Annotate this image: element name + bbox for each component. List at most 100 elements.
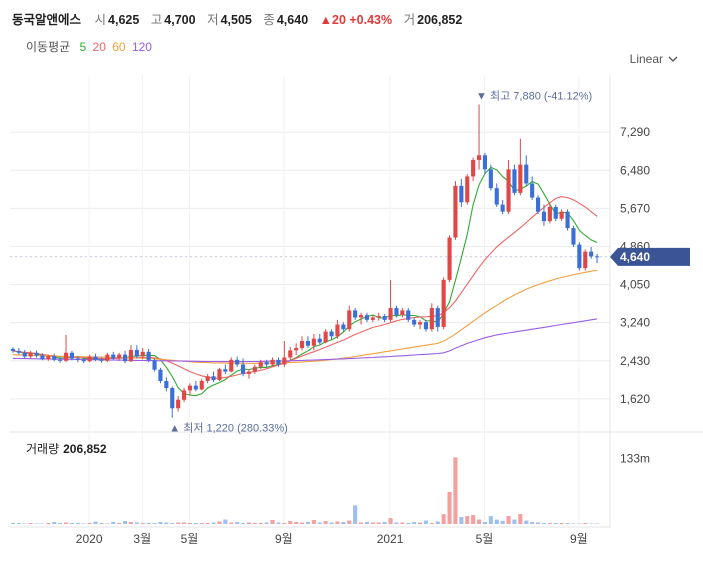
candle-body [476,155,482,160]
candle-body [530,183,535,198]
volume-bar [99,523,104,524]
candle-body [583,251,588,269]
candle-body [323,331,328,343]
time-axis: 2020 3월 5월 9월 2021 5월 9월 [76,532,588,546]
volume-bar [406,523,411,524]
candle-body [81,359,86,362]
candle-body [594,256,600,258]
candle-body [276,359,281,365]
candle-body [199,380,204,390]
candle-body [176,399,181,409]
volume-bar [205,523,210,524]
volume-bar [187,523,193,524]
volume-bar [117,523,122,524]
candle-body [99,359,104,361]
candle-body [128,349,134,362]
volume-bar [471,515,476,524]
volume-bar [288,521,293,524]
ma-60-label[interactable]: 60 [112,40,126,54]
volume-bars [10,457,600,524]
annotations: ▼ 최고 7,880 (-41.12%) ▲ 최저 1,220 (280.33%)… [10,89,690,435]
candle-body [211,376,216,381]
candle-body [341,324,346,330]
volume-bar [282,523,287,524]
candle-body [10,348,16,351]
scale-toggle-button[interactable]: Linear [630,52,678,66]
candle-body [453,185,458,238]
candle-body [347,310,352,330]
y-tick-label: 6,480 [620,163,650,177]
volume-bar [376,522,381,524]
current-price-label: 4,640 [620,250,650,264]
x-tick-label: 5월 [476,532,494,546]
candle-body [288,350,293,358]
ma-5-label[interactable]: 5 [79,40,87,54]
volume-bar [264,522,269,524]
volume-bar [270,520,275,524]
candle-body [577,244,582,269]
volume-bar [28,523,33,524]
volume-bar [69,523,75,524]
candle-body [488,169,493,189]
ma-120-label[interactable]: 120 [131,40,152,54]
candle-body [69,352,75,359]
volume-bar [158,522,163,524]
candle-body [164,380,169,389]
volume-bar [299,522,305,524]
candle-body [264,362,269,365]
volume-bar [476,519,482,524]
candle-body [28,352,33,357]
volume-bar [46,523,51,524]
volume-bar [146,523,151,524]
volume-bar [128,522,134,524]
volume-bar [447,491,452,524]
candle-body [252,366,257,372]
candle-body [311,338,316,346]
candle-body [417,322,423,325]
volume-bar [364,522,370,524]
ma-120-line [12,318,598,363]
volume-bar [524,520,529,524]
volume-bar [294,522,299,524]
volume-bar [63,522,69,524]
candle-body [441,279,446,327]
candle-body [229,359,234,372]
volume-bar [223,519,228,524]
x-tick-label: 2020 [76,532,103,546]
candle-body [589,251,594,257]
y-tick-label: 4,050 [620,278,650,292]
volume-bar [87,523,92,524]
ma-20-line [12,196,598,379]
volume-bar [311,520,316,524]
candle-body [299,341,305,349]
candle-body [282,357,287,365]
candle-body [465,176,470,203]
volume-bar [240,523,246,524]
candle-body [46,356,51,360]
x-tick-label: 3월 [133,532,151,546]
candle-body [500,204,505,212]
volume-bar [329,522,334,524]
stock-name: 동국알앤에스 [12,13,82,27]
volume-bar [16,523,21,524]
moving-average-lines [12,166,598,397]
volume-bar [229,522,234,524]
candle-body [146,351,151,361]
volume-bar [170,523,175,524]
y-tick-label: 2,430 [620,354,650,368]
volume-bar [276,522,281,524]
candle-body [223,369,228,372]
volume-bar [122,521,128,524]
volume-bar [435,521,440,524]
ma-20-label[interactable]: 20 [92,40,106,54]
x-tick-label: 2021 [377,532,404,546]
candlesticks [10,104,600,418]
price-axis: 7,2906,4805,6704,8604,0503,2402,4301,620… [620,125,650,465]
volume-bar [140,523,145,524]
volume-bar [429,523,434,524]
volume-bar [459,517,464,524]
candle-body [170,388,175,409]
candle-body [353,310,358,318]
candle-body [93,356,98,360]
